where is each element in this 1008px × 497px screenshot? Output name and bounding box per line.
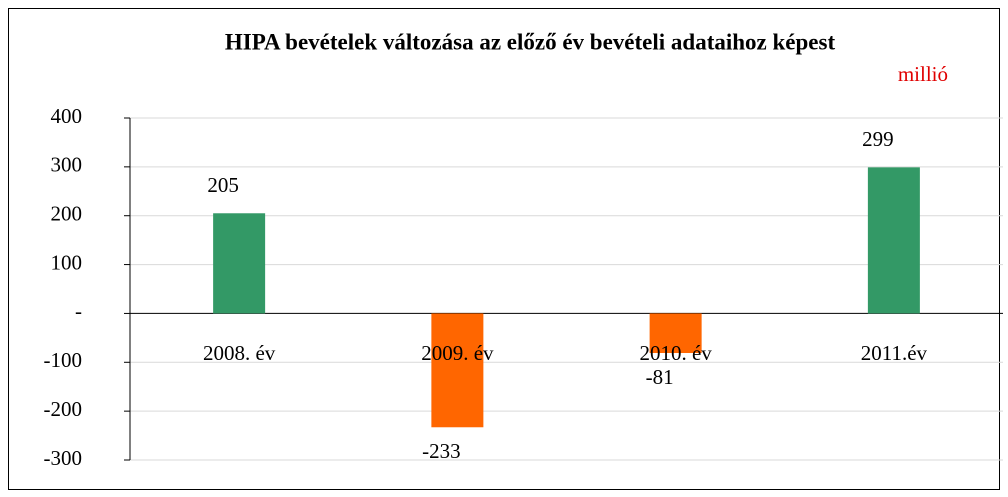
data-label: 205 (207, 173, 239, 197)
y-tick-label: 400 (51, 104, 83, 128)
y-tick-label: - (75, 299, 82, 323)
bar (431, 313, 484, 428)
data-label: -233 (422, 439, 461, 463)
y-tick-label: 100 (51, 250, 83, 274)
x-tick-label: 2010. év (639, 341, 712, 365)
y-tick-label: 300 (51, 153, 83, 177)
x-tick-label: 2008. év (203, 341, 276, 365)
y-tick-label: -100 (44, 348, 83, 372)
y-tick-label: -200 (44, 397, 83, 421)
x-tick-label: 2011.év (861, 341, 928, 365)
bar (649, 313, 702, 354)
bar (867, 167, 920, 314)
y-tick-label: -300 (44, 446, 83, 470)
chart-subtitle: millió (898, 62, 948, 86)
bar (213, 213, 266, 314)
chart-title: HIPA bevételek változása az előző év bev… (225, 29, 836, 54)
data-label: 299 (862, 127, 894, 151)
y-tick-label: 200 (51, 202, 83, 226)
x-tick-label: 2009. év (421, 341, 494, 365)
data-label: -81 (646, 365, 674, 389)
chart-border (8, 8, 1000, 490)
